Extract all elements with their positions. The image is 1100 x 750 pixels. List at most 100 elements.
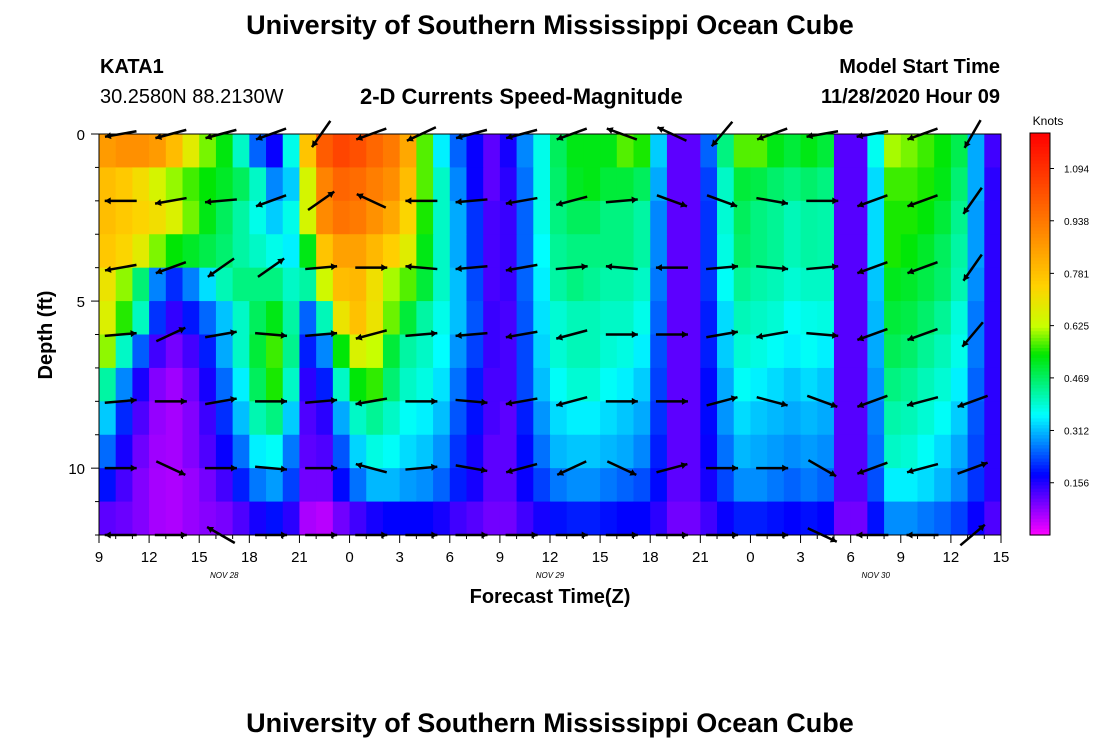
colorbar-swatch <box>1030 494 1050 499</box>
current-vector <box>104 197 137 205</box>
colorbar-swatch <box>1030 471 1050 476</box>
heatmap-cell <box>884 301 902 335</box>
colorbar-tick-label: 1.094 <box>1064 165 1089 176</box>
heatmap-cell <box>316 367 334 402</box>
heatmap-cell <box>984 401 1002 436</box>
colorbar-swatch <box>1030 320 1050 325</box>
current-vector <box>255 397 288 405</box>
heatmap-cell <box>199 401 217 436</box>
heatmap-cell <box>366 434 384 469</box>
heatmap-cell <box>182 334 200 369</box>
heatmap-cell <box>867 234 885 269</box>
heatmap-cell <box>650 134 668 168</box>
heatmap-cell <box>115 267 133 302</box>
heatmap-cell <box>583 434 601 469</box>
heatmap-cell <box>666 367 685 402</box>
colorbar-swatch <box>1030 478 1050 482</box>
colorbar-swatch <box>1030 444 1050 449</box>
heatmap-cell <box>132 200 150 235</box>
heatmap-cell <box>850 367 868 402</box>
colorbar-swatch <box>1030 337 1050 342</box>
heatmap-cell <box>817 401 835 436</box>
heatmap-cell <box>266 468 284 503</box>
heatmap-cell <box>232 501 250 536</box>
heatmap-cell <box>900 334 918 369</box>
heatmap-cell <box>199 134 217 168</box>
heatmap-cell <box>550 334 568 369</box>
heatmap-cell <box>182 401 200 436</box>
heatmap-cell <box>516 301 534 335</box>
heatmap-cell <box>767 167 785 202</box>
heatmap-cell <box>550 234 568 269</box>
x-axis-label: Forecast Time(Z) <box>470 586 631 608</box>
heatmap-cell <box>232 301 250 335</box>
heatmap-cell <box>600 501 618 536</box>
heatmap-cell <box>366 200 384 235</box>
current-vector <box>154 397 187 405</box>
heatmap-cell <box>99 167 117 202</box>
heatmap-cell <box>249 134 267 168</box>
heatmap-cell <box>165 267 184 302</box>
heatmap-cell <box>433 234 451 269</box>
colorbar-swatch <box>1030 384 1050 389</box>
heatmap-cell <box>266 367 284 402</box>
heatmap-cell <box>382 401 401 436</box>
current-vector <box>907 194 938 208</box>
heatmap-cell <box>633 501 651 536</box>
heatmap-cell <box>466 301 484 335</box>
heatmap-cell <box>382 167 401 202</box>
heatmap-cell <box>416 234 434 269</box>
heatmap-cell <box>382 334 401 369</box>
colorbar-swatch <box>1030 437 1050 442</box>
heatmap-cell <box>700 334 718 369</box>
heatmap-cell <box>533 301 551 335</box>
current-vector <box>154 196 187 207</box>
heatmap-cell <box>717 334 735 369</box>
colorbar-swatch <box>1030 514 1050 519</box>
heatmap-cell <box>232 401 250 436</box>
colorbar-swatch <box>1030 183 1050 188</box>
heatmap-cell <box>616 434 635 469</box>
colorbar-swatch <box>1030 159 1050 164</box>
heatmap-cell <box>600 167 618 202</box>
heatmap-cell <box>165 367 184 402</box>
heatmap-cell <box>700 401 718 436</box>
heatmap-cell <box>633 367 651 402</box>
heatmap-cell <box>817 501 835 536</box>
heatmap-cell <box>349 334 367 369</box>
heatmap-cell <box>666 334 685 369</box>
heatmap-cell <box>399 134 417 168</box>
heatmap-cell <box>382 434 401 469</box>
heatmap-cell <box>483 234 501 269</box>
current-vector <box>405 463 438 471</box>
heatmap-cell <box>433 501 451 536</box>
heatmap-cell <box>249 334 267 369</box>
current-vector <box>405 330 438 338</box>
heatmap-cell <box>833 301 852 335</box>
heatmap-cell <box>449 234 467 269</box>
heatmap-cell <box>165 501 184 536</box>
heatmap-cell <box>633 468 651 503</box>
heatmap-cell <box>533 234 551 269</box>
heatmap-cell <box>149 267 167 302</box>
heatmap-cell <box>900 134 918 168</box>
colorbar-swatch <box>1030 226 1050 231</box>
heatmap-cell <box>566 367 584 402</box>
heatmap-cell <box>416 334 434 369</box>
colorbar-swatch <box>1030 156 1050 161</box>
heatmap-cell <box>349 434 367 469</box>
colorbar-swatch <box>1030 240 1050 245</box>
heatmap-cell <box>884 134 902 168</box>
heatmap-cell <box>984 501 1002 536</box>
heatmap-cell <box>750 267 768 302</box>
heatmap-cell <box>199 334 217 369</box>
heatmap-cell <box>800 334 818 369</box>
x-tick-label: 3 <box>395 549 403 566</box>
colorbar-swatch <box>1030 524 1050 529</box>
heatmap-cell <box>833 434 852 469</box>
heatmap-cell <box>366 468 384 503</box>
current-vector <box>257 257 285 278</box>
heatmap-cell <box>132 134 150 168</box>
colorbar-frame <box>1029 132 1051 536</box>
colorbar-swatch <box>1030 484 1050 489</box>
